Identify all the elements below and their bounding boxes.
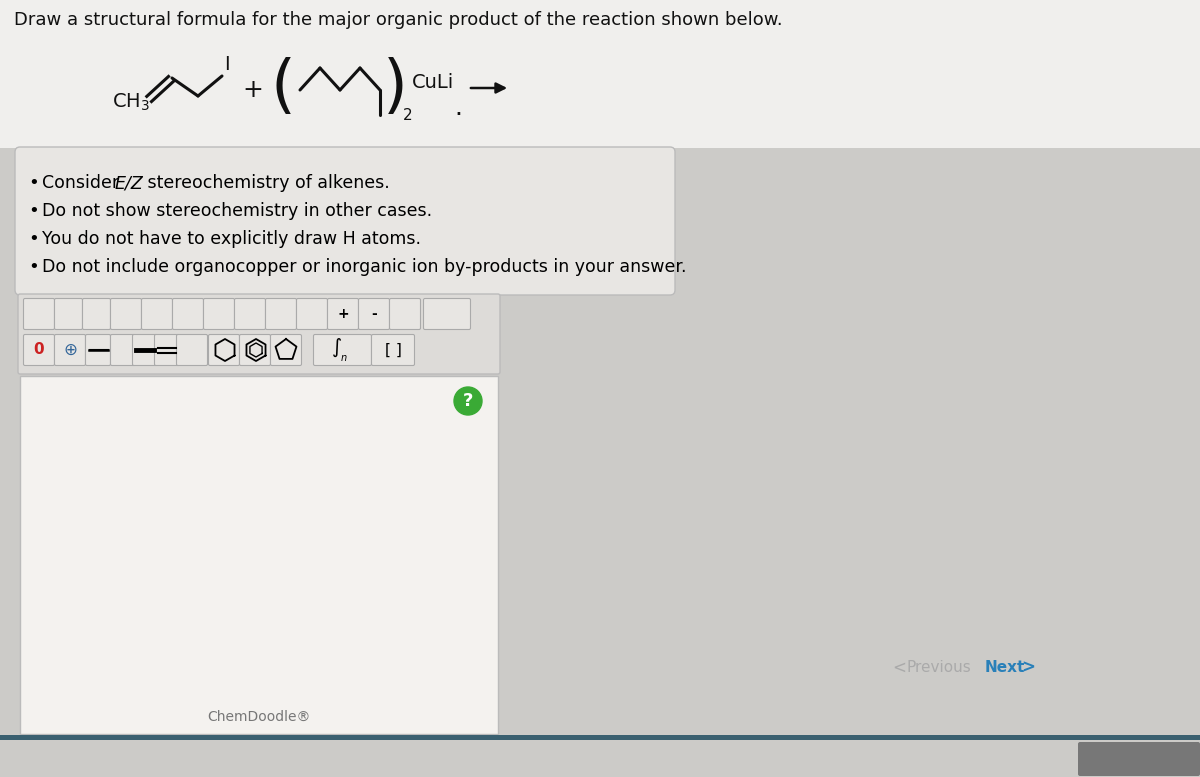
FancyBboxPatch shape <box>110 335 136 365</box>
FancyBboxPatch shape <box>110 298 142 329</box>
FancyBboxPatch shape <box>265 298 296 329</box>
Text: 2: 2 <box>403 108 413 123</box>
FancyBboxPatch shape <box>328 298 359 329</box>
FancyBboxPatch shape <box>83 298 110 329</box>
Text: E/Z: E/Z <box>115 174 144 192</box>
FancyBboxPatch shape <box>510 152 1200 722</box>
FancyBboxPatch shape <box>0 0 1200 148</box>
Text: >: > <box>1021 659 1034 677</box>
Text: ): ) <box>383 57 408 119</box>
FancyBboxPatch shape <box>24 335 54 365</box>
Text: <: < <box>892 659 906 677</box>
FancyBboxPatch shape <box>424 298 470 329</box>
Text: Next: Next <box>985 660 1025 675</box>
Text: ChemDoodle®: ChemDoodle® <box>208 710 311 724</box>
FancyBboxPatch shape <box>142 298 173 329</box>
FancyBboxPatch shape <box>372 335 414 365</box>
FancyBboxPatch shape <box>85 335 110 365</box>
FancyBboxPatch shape <box>204 298 234 329</box>
Text: You do not have to explicitly draw H atoms.: You do not have to explicitly draw H ato… <box>42 230 421 248</box>
Text: CuLi: CuLi <box>412 72 455 92</box>
FancyBboxPatch shape <box>270 335 301 365</box>
FancyBboxPatch shape <box>20 376 498 734</box>
Text: $\int_n$: $\int_n$ <box>331 336 349 364</box>
Text: Draw a structural formula for the major organic product of the reaction shown be: Draw a structural formula for the major … <box>14 11 782 29</box>
Text: Do not include organocopper or inorganic ion by-products in your answer.: Do not include organocopper or inorganic… <box>42 258 686 276</box>
Text: •: • <box>28 258 38 276</box>
Text: [ ]: [ ] <box>384 343 402 357</box>
FancyBboxPatch shape <box>209 335 240 365</box>
FancyBboxPatch shape <box>234 298 265 329</box>
Text: +: + <box>242 78 263 102</box>
Text: (: ( <box>270 57 295 119</box>
FancyBboxPatch shape <box>54 298 83 329</box>
FancyBboxPatch shape <box>296 298 328 329</box>
Text: I: I <box>224 55 229 74</box>
FancyBboxPatch shape <box>0 735 1200 740</box>
Text: -: - <box>371 307 377 321</box>
Text: •: • <box>28 202 38 220</box>
FancyBboxPatch shape <box>18 294 500 374</box>
FancyBboxPatch shape <box>359 298 390 329</box>
Text: Previous: Previous <box>906 660 971 675</box>
Text: .: . <box>454 96 462 120</box>
Circle shape <box>454 387 482 415</box>
FancyBboxPatch shape <box>54 335 85 365</box>
Text: stereochemistry of alkenes.: stereochemistry of alkenes. <box>142 174 390 192</box>
Text: Consider: Consider <box>42 174 125 192</box>
FancyBboxPatch shape <box>390 298 420 329</box>
Text: Save and Exit: Save and Exit <box>1093 752 1184 765</box>
FancyBboxPatch shape <box>155 335 180 365</box>
Text: Do not show stereochemistry in other cases.: Do not show stereochemistry in other cas… <box>42 202 432 220</box>
FancyBboxPatch shape <box>24 298 54 329</box>
Text: +: + <box>337 307 349 321</box>
FancyBboxPatch shape <box>1078 742 1200 776</box>
FancyBboxPatch shape <box>313 335 372 365</box>
FancyBboxPatch shape <box>14 147 674 295</box>
FancyBboxPatch shape <box>132 335 157 365</box>
Text: •: • <box>28 230 38 248</box>
Text: ⊕: ⊕ <box>64 341 77 359</box>
FancyBboxPatch shape <box>173 298 204 329</box>
FancyBboxPatch shape <box>240 335 270 365</box>
Text: ?: ? <box>463 392 473 410</box>
FancyBboxPatch shape <box>176 335 208 365</box>
Text: •: • <box>28 174 38 192</box>
Text: CH$_3$: CH$_3$ <box>112 92 150 113</box>
Text: 0: 0 <box>34 343 44 357</box>
